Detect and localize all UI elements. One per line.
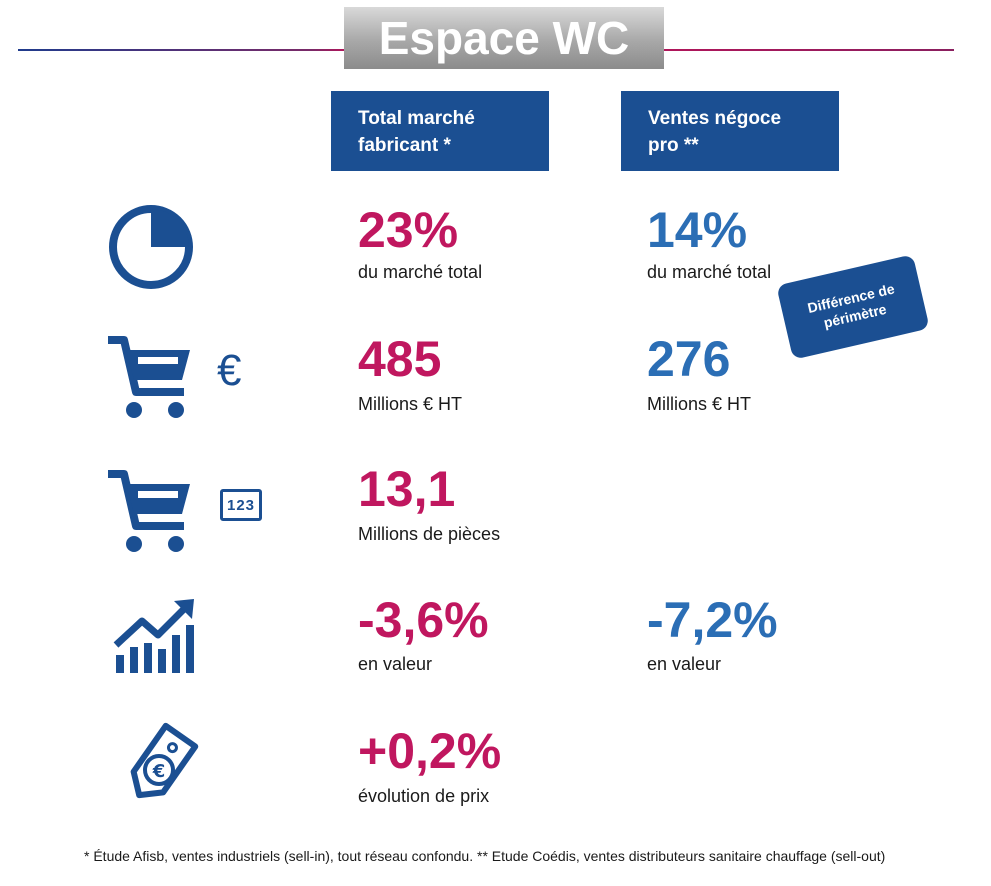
column-header-market: Total marché fabricant * bbox=[331, 91, 549, 171]
page-title: Espace WC bbox=[378, 12, 630, 64]
bar-chart-growth-icon bbox=[113, 599, 194, 673]
growth-market-label: en valeur bbox=[358, 654, 433, 674]
counter-icon-text: 123 bbox=[226, 496, 256, 514]
price-market-value: +0,2% bbox=[358, 723, 502, 779]
shopping-cart-count-icon bbox=[108, 470, 190, 552]
growth-trade-value: -7,2% bbox=[647, 592, 778, 648]
share-market-value: 23% bbox=[358, 202, 459, 258]
column-header-trade: Ventes négoce pro ** bbox=[621, 91, 839, 171]
units-market-label: Millions de pièces bbox=[358, 524, 501, 544]
counter-icon: 123 bbox=[220, 489, 262, 521]
column-header-trade-line-2: pro ** bbox=[648, 135, 699, 156]
shopping-cart-euro-icon bbox=[108, 336, 190, 418]
growth-trade-label: en valeur bbox=[647, 654, 722, 674]
units-market-value: 13,1 bbox=[358, 461, 456, 517]
euro-icon: € bbox=[217, 346, 242, 395]
column-header-market-line-1: Total marché bbox=[358, 108, 475, 129]
price-market-label: évolution de prix bbox=[358, 786, 490, 806]
revenue-trade-label: Millions € HT bbox=[647, 394, 752, 414]
pie-chart-icon bbox=[109, 205, 193, 289]
page-title-box: Espace WC bbox=[344, 7, 664, 69]
footnote: * Étude Afisb, ventes industriels (sell-… bbox=[84, 848, 886, 864]
column-header-market-line-2: fabricant * bbox=[358, 135, 451, 156]
header-rule-right bbox=[664, 49, 954, 51]
revenue-trade-value: 276 bbox=[647, 331, 731, 387]
growth-market-value: -3,6% bbox=[358, 592, 489, 648]
column-header-trade-line-1: Ventes négoce bbox=[648, 108, 782, 129]
price-tag-euro-glyph: € bbox=[152, 761, 166, 782]
perimeter-difference-badge: Différence de périmètre bbox=[776, 254, 930, 360]
price-tag-euro-icon: € bbox=[130, 722, 199, 799]
revenue-market-label: Millions € HT bbox=[358, 394, 463, 414]
share-trade-label: du marché total bbox=[647, 262, 772, 282]
share-market-label: du marché total bbox=[358, 262, 483, 282]
header-rule-left bbox=[18, 49, 344, 51]
share-trade-value: 14% bbox=[647, 202, 748, 258]
revenue-market-value: 485 bbox=[358, 331, 442, 387]
